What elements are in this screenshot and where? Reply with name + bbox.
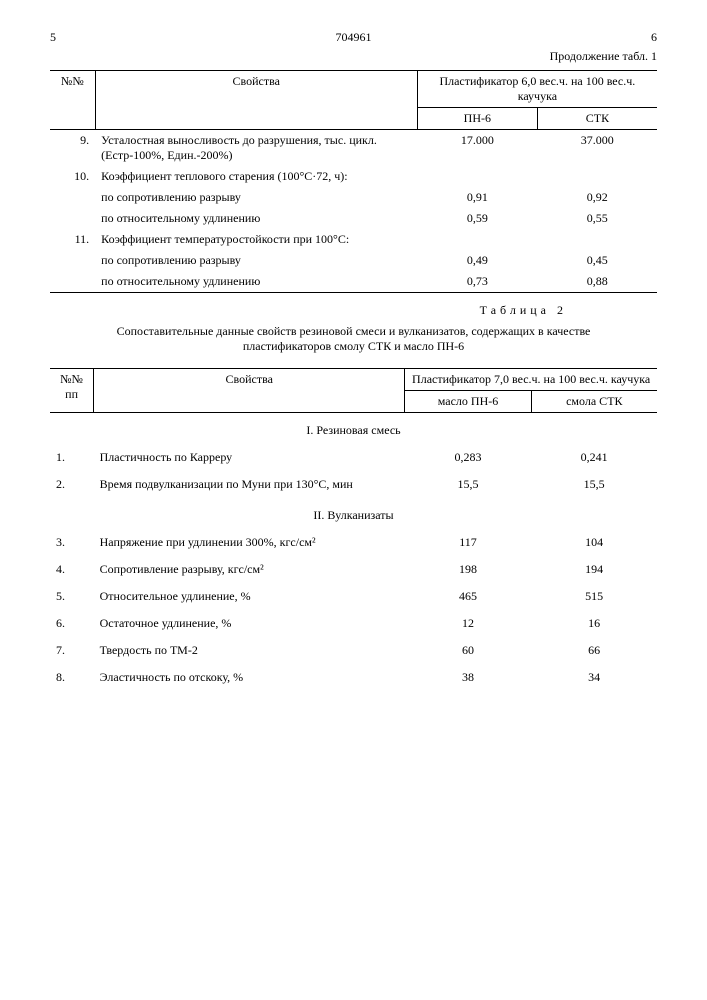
table-row: 4.Сопротивление разрыву, кгс/см²198194 [50,556,657,583]
row-num: 2. [50,471,94,498]
table-row: 10.Коэффициент теплового старения (100°С… [50,166,657,187]
row-prop: Эластичность по отскоку, % [94,664,405,691]
t2-col-num: №№ пп [50,369,94,413]
row-prop: Относительное удлинение, % [94,583,405,610]
row-num: 8. [50,664,94,691]
row-prop: Пластичность по Карреру [94,444,405,471]
row-val-b: 0,88 [537,271,657,293]
row-val-a: 38 [405,664,531,691]
row-val-a: 0,73 [417,271,537,293]
t1-col-group: Пластификатор 6,0 вес.ч. на 100 вес.ч. к… [417,71,657,108]
table-row: по относительному удлинению0,590,55 [50,208,657,229]
t2-col-b: смола СТК [531,391,657,413]
row-prop: по сопротивлению разрыву [95,187,417,208]
row-num [50,271,95,293]
table-row: 8.Эластичность по отскоку, %3834 [50,664,657,691]
row-val-b: 0,45 [537,250,657,271]
doc-number: 704961 [56,30,651,45]
table-row: по сопротивлению разрыву0,490,45 [50,250,657,271]
table-row: 7.Твердость по ТМ-26066 [50,637,657,664]
row-val-b: 37.000 [537,130,657,167]
row-val-a: 17.000 [417,130,537,167]
t1-col-num: №№ [50,71,95,130]
t1-col-prop: Свойства [95,71,417,130]
t2-col-a: масло ПН-6 [405,391,531,413]
row-num: 3. [50,529,94,556]
row-val-b: 104 [531,529,657,556]
row-val-a: 465 [405,583,531,610]
row-val-a: 0,59 [417,208,537,229]
section-text: I. Резиновая смесь [50,413,657,445]
row-prop: по относительному удлинению [95,271,417,293]
table-row: 6.Остаточное удлинение, %1216 [50,610,657,637]
row-num: 9. [50,130,95,167]
row-prop: Коэффициент температуростойкости при 100… [95,229,417,250]
row-val-a: 117 [405,529,531,556]
row-num [50,250,95,271]
table1-continuation: Продолжение табл. 1 [50,49,657,64]
row-val-a: 60 [405,637,531,664]
section-heading: II. Вулканизаты [50,498,657,529]
t2-col-group: Пластификатор 7,0 вес.ч. на 100 вес.ч. к… [405,369,657,391]
row-val-b: 15,5 [531,471,657,498]
row-val-b: 194 [531,556,657,583]
row-val-a: 198 [405,556,531,583]
row-val-b: 0,92 [537,187,657,208]
row-val-b [537,229,657,250]
table-row: по относительному удлинению0,730,88 [50,271,657,293]
row-val-a: 0,49 [417,250,537,271]
row-prop: Твердость по ТМ-2 [94,637,405,664]
right-page-num: 6 [651,30,657,45]
row-prop: Коэффициент теплового старения (100°С·72… [95,166,417,187]
row-val-a [417,166,537,187]
row-prop: Напряжение при удлинении 300%, кгс/см² [94,529,405,556]
row-val-b: 66 [531,637,657,664]
row-num: 4. [50,556,94,583]
row-val-b: 0,241 [531,444,657,471]
row-num: 6. [50,610,94,637]
row-val-a: 0,91 [417,187,537,208]
row-val-a [417,229,537,250]
table-row: 3.Напряжение при удлинении 300%, кгс/см²… [50,529,657,556]
row-num: 5. [50,583,94,610]
row-val-a: 12 [405,610,531,637]
row-num [50,187,95,208]
row-val-a: 15,5 [405,471,531,498]
row-prop: по относительному удлинению [95,208,417,229]
table-2: №№ пп Свойства Пластификатор 7,0 вес.ч. … [50,368,657,691]
table-row: 5.Относительное удлинение, %465515 [50,583,657,610]
t1-col-a: ПН-6 [417,108,537,130]
row-val-a: 0,283 [405,444,531,471]
row-prop: по сопротивлению разрыву [95,250,417,271]
table2-caption: Сопоставительные данные свойств резиново… [111,324,597,354]
t1-col-b: СТК [537,108,657,130]
row-prop: Время подвулканизации по Муни при 130°С,… [94,471,405,498]
row-num: 11. [50,229,95,250]
table2-label: Таблица 2 [50,303,567,318]
row-val-b: 0,55 [537,208,657,229]
row-val-b [537,166,657,187]
row-val-b: 515 [531,583,657,610]
row-num: 10. [50,166,95,187]
row-num: 7. [50,637,94,664]
row-num [50,208,95,229]
row-prop: Усталостная выносливость до разрушения, … [95,130,417,167]
table-1: №№ Свойства Пластификатор 6,0 вес.ч. на … [50,70,657,293]
row-num: 1. [50,444,94,471]
row-val-b: 34 [531,664,657,691]
table-row: 1.Пластичность по Карреру0,2830,241 [50,444,657,471]
section-heading: I. Резиновая смесь [50,413,657,445]
row-val-b: 16 [531,610,657,637]
row-prop: Остаточное удлинение, % [94,610,405,637]
table-row: 2.Время подвулканизации по Муни при 130°… [50,471,657,498]
table-row: 11.Коэффициент температуростойкости при … [50,229,657,250]
t2-col-prop: Свойства [94,369,405,413]
page-header: 5 704961 6 [50,30,657,45]
row-prop: Сопротивление разрыву, кгс/см² [94,556,405,583]
table-row: по сопротивлению разрыву0,910,92 [50,187,657,208]
section-text: II. Вулканизаты [50,498,657,529]
table-row: 9.Усталостная выносливость до разрушения… [50,130,657,167]
